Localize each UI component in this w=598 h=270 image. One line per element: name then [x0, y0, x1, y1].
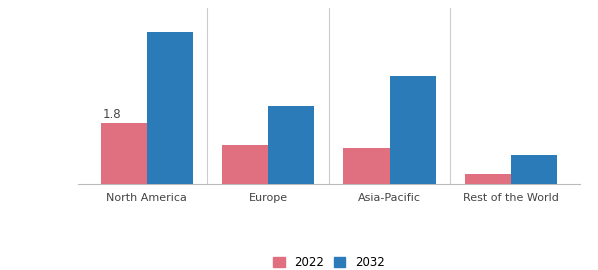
Bar: [100, 123, 147, 184]
Bar: [343, 148, 390, 184]
Bar: [465, 174, 511, 184]
Bar: [390, 76, 436, 184]
Bar: [268, 106, 315, 184]
Legend: 2022, 2032: 2022, 2032: [273, 256, 385, 269]
Bar: [222, 145, 268, 184]
Bar: [511, 155, 557, 184]
Text: 1.8: 1.8: [103, 108, 121, 121]
Bar: [147, 32, 193, 184]
